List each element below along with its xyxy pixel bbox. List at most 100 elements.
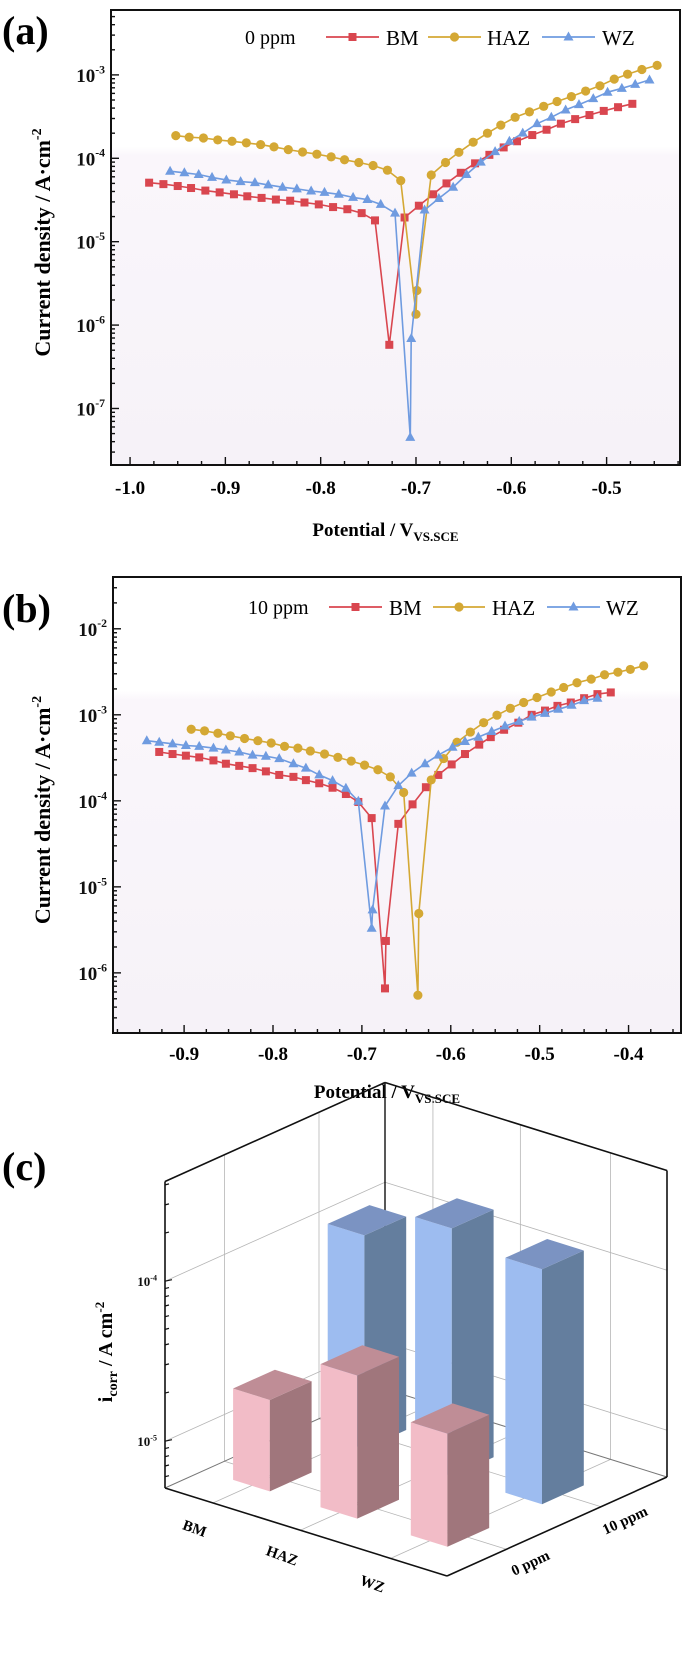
x-axis-title-main: Potential / V — [312, 520, 413, 541]
data-point — [542, 125, 551, 134]
y-tick-label: 10-4 — [76, 147, 105, 171]
data-point — [599, 106, 608, 115]
data-point — [442, 179, 451, 188]
legend-marker — [351, 603, 360, 611]
legend-item-haz: HAZ — [433, 596, 535, 620]
tick-base: 10 — [76, 66, 95, 87]
legend-marker — [563, 31, 574, 41]
bar-top-face — [327, 1205, 407, 1236]
data-point — [471, 159, 480, 168]
panel-label: (a) — [2, 8, 49, 53]
data-point — [375, 198, 386, 208]
data-point — [300, 198, 309, 207]
data-point — [215, 188, 224, 197]
data-point — [461, 750, 469, 759]
y-minor-tick — [164, 1391, 170, 1394]
legend-marker — [568, 601, 579, 611]
tick-base: 10 — [78, 792, 97, 813]
data-point — [517, 127, 528, 137]
legend-title: 10 ppm — [248, 597, 309, 619]
data-point — [571, 115, 580, 124]
data-point — [319, 749, 330, 759]
data-point — [499, 143, 508, 152]
data-point — [433, 749, 444, 759]
bar-front-face — [320, 1364, 358, 1519]
tick-exponent: -5 — [95, 230, 105, 243]
data-point — [532, 692, 542, 703]
y-axis-title-unit: / A cm — [95, 1312, 117, 1371]
data-point — [546, 111, 557, 121]
y-axis-title: Current density / A·cm-2 — [30, 696, 55, 924]
data-point — [339, 155, 350, 165]
data-point — [271, 195, 280, 204]
data-point — [362, 194, 373, 204]
data-point — [213, 728, 223, 738]
x-tick-label: -0.7 — [401, 478, 432, 499]
tick-exponent: -7 — [95, 397, 105, 410]
data-point — [173, 182, 182, 191]
x-tick-label: -0.5 — [525, 1044, 555, 1065]
data-point — [367, 814, 376, 823]
data-point — [613, 667, 623, 677]
data-point — [579, 695, 590, 705]
bar-front-face — [410, 1422, 448, 1547]
data-point — [540, 707, 550, 717]
y-axis-title: icorr / A cm-2 — [92, 1302, 121, 1402]
data-point — [293, 743, 303, 753]
y-tick-label: 10-3 — [78, 703, 107, 727]
data-point — [239, 733, 250, 744]
data-point — [406, 333, 417, 343]
grid-line — [164, 1181, 386, 1282]
data-point — [373, 765, 383, 775]
data-point — [253, 736, 263, 746]
data-point — [606, 688, 615, 697]
data-point — [241, 138, 251, 148]
y-minor-tick — [164, 1183, 170, 1186]
y-axis-title-superscript: -2 — [30, 128, 45, 140]
data-point — [266, 738, 276, 748]
data-point — [426, 775, 436, 785]
y-minor-tick — [164, 1327, 170, 1330]
tick-exponent: -4 — [150, 1273, 157, 1282]
y-minor-tick — [164, 1455, 170, 1458]
data-point — [639, 661, 649, 671]
data-point — [213, 135, 223, 145]
series-haz — [171, 60, 662, 319]
data-point — [532, 118, 543, 128]
data-point — [434, 770, 443, 779]
legend-label: HAZ — [487, 26, 530, 50]
data-point — [289, 772, 298, 781]
legend: 10 ppm BM HAZ WZ — [248, 596, 639, 620]
data-point — [234, 746, 245, 756]
data-point — [274, 753, 285, 763]
y-major-tick — [164, 1279, 173, 1282]
data-point — [447, 760, 456, 769]
data-point — [475, 156, 486, 166]
y-axis-title: Current density / A·cm-2 — [30, 128, 55, 356]
grid-line — [384, 1181, 668, 1271]
data-point — [504, 135, 515, 145]
concentration-axis — [446, 1476, 668, 1577]
top-edge — [164, 1081, 386, 1183]
category-axis — [164, 1487, 448, 1577]
data-point — [393, 780, 404, 790]
y-axis-title-subscript: corr — [106, 1371, 121, 1397]
data-point — [475, 740, 484, 749]
data-point — [243, 192, 252, 201]
data-point — [381, 936, 390, 945]
data-point — [566, 699, 577, 709]
data-point — [184, 132, 194, 142]
plot-frame — [112, 576, 682, 1034]
y-minor-tick — [164, 1446, 170, 1450]
data-point — [490, 146, 501, 156]
legend-label: WZ — [606, 596, 639, 620]
data-point — [448, 181, 459, 191]
data-point — [390, 207, 401, 217]
x-axis: -1.0 -0.9 -0.8 -0.7 -0.6 -0.5 — [115, 457, 679, 499]
data-point — [553, 703, 564, 713]
data-point — [329, 203, 338, 212]
bar-side-face — [357, 1356, 399, 1519]
data-point — [286, 196, 295, 205]
data-point — [180, 739, 191, 749]
